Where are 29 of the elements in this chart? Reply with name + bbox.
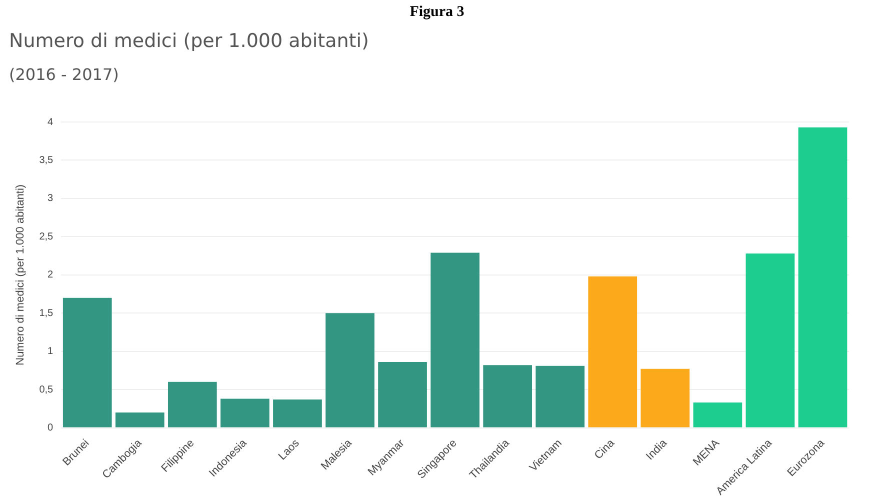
y-tick-label: 2,5 [39, 231, 54, 242]
bar [115, 412, 164, 428]
text: Figura 3 [408, 4, 466, 21]
y-axis-title: Numero di medici (per 1.000 abitanti) [14, 184, 27, 366]
bar [536, 366, 585, 428]
y-tick-label: 2 [48, 270, 54, 281]
y-tick-label: 0,5 [39, 384, 54, 396]
y-tick-label: 3 [48, 193, 54, 204]
chart-title: Numero di medici (per 1.000 abitanti) [9, 30, 369, 52]
bar [220, 398, 270, 428]
bar [62, 298, 112, 428]
y-tick-label: 3,5 [39, 154, 54, 166]
bar [746, 253, 795, 428]
bar [273, 400, 322, 428]
bar [693, 402, 742, 428]
y-tick-label: 1,5 [39, 308, 54, 319]
chart-subtitle: (2016 - 2017) [9, 65, 119, 84]
y-tick-label: 1 [48, 346, 54, 358]
bar [168, 382, 217, 428]
bar [326, 313, 374, 428]
bar [640, 368, 690, 428]
bar [430, 252, 480, 428]
x-tick-label: Cina [592, 436, 618, 462]
y-tick-label: 4 [48, 116, 54, 128]
bar [798, 127, 848, 428]
y-tick-label: 0 [48, 422, 54, 434]
bar [378, 362, 427, 428]
bar [588, 276, 638, 428]
bar [483, 365, 532, 428]
